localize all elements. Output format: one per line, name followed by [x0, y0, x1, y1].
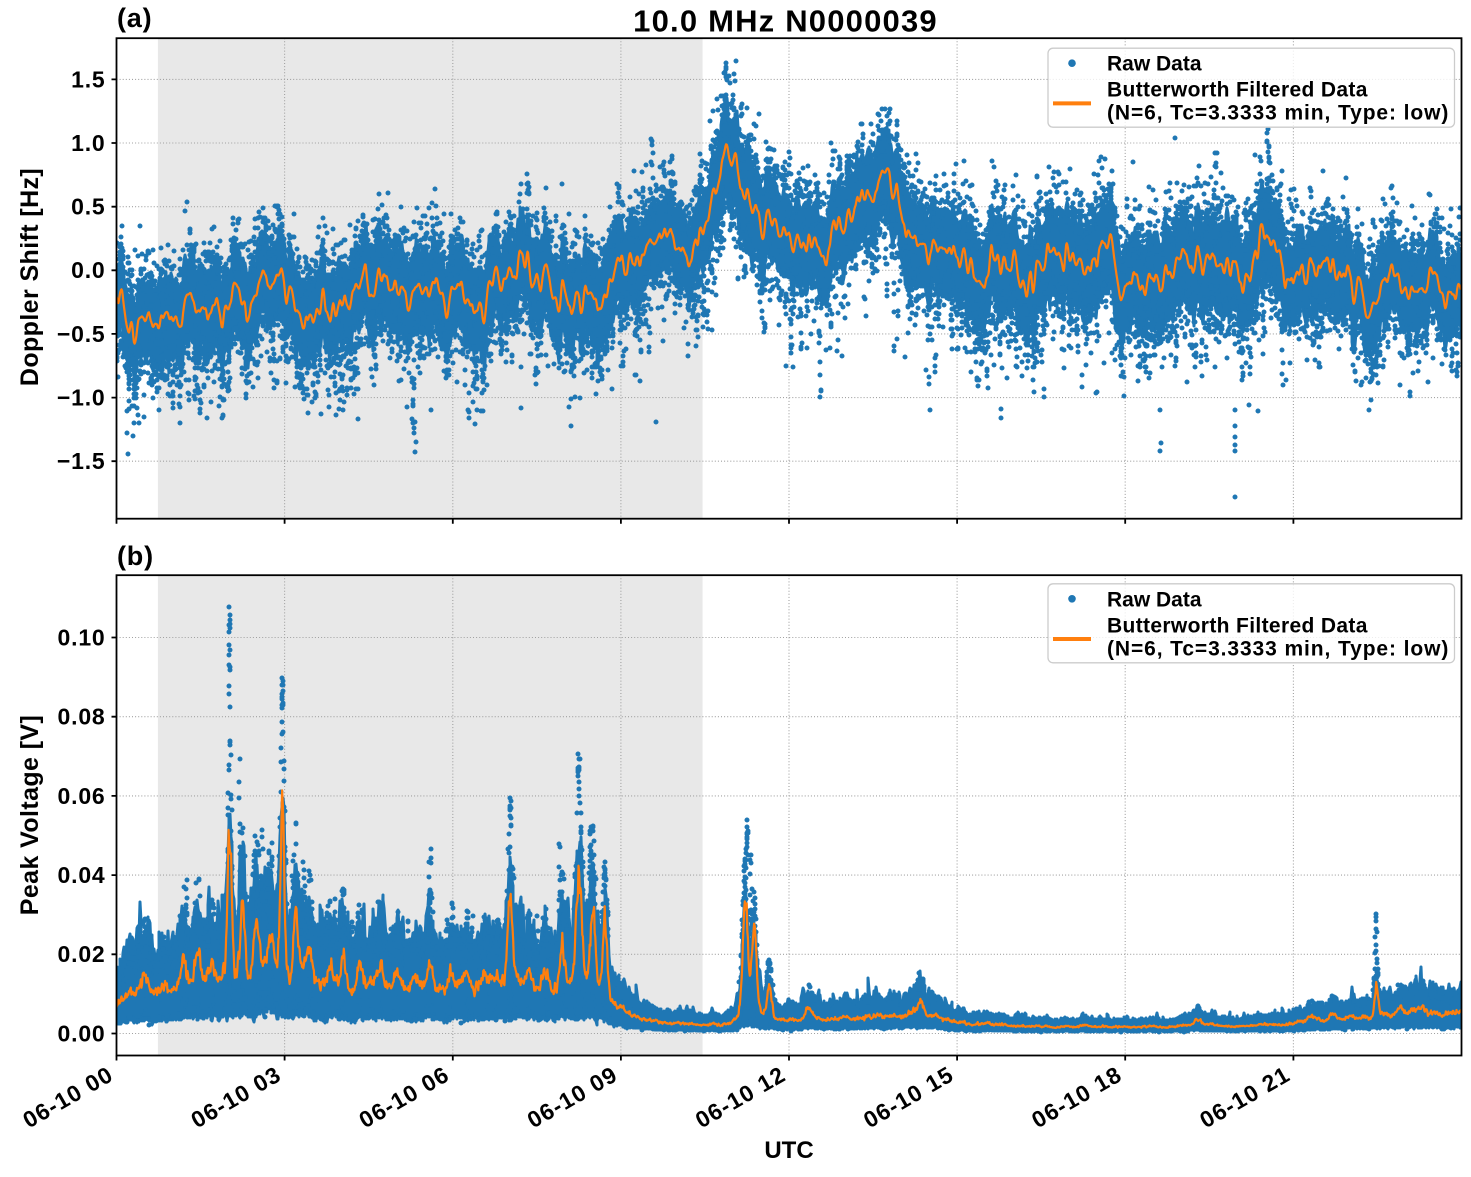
svg-text:Butterworth Filtered Data: Butterworth Filtered Data — [1107, 614, 1368, 637]
svg-text:−0.5: −0.5 — [57, 321, 106, 347]
svg-text:−1.0: −1.0 — [57, 385, 106, 411]
svg-text:0.00: 0.00 — [58, 1020, 106, 1046]
svg-text:(a): (a) — [117, 3, 152, 33]
svg-text:0.04: 0.04 — [58, 862, 106, 888]
svg-text:Raw Data: Raw Data — [1107, 588, 1202, 611]
svg-text:0.0: 0.0 — [71, 257, 105, 283]
svg-text:Raw Data: Raw Data — [1107, 53, 1202, 76]
svg-text:0.08: 0.08 — [58, 704, 106, 730]
svg-text:(N=6, Tc=3.3333 min, Type: low: (N=6, Tc=3.3333 min, Type: low) — [1107, 637, 1449, 660]
svg-text:Doppler Shift [Hz]: Doppler Shift [Hz] — [16, 168, 44, 386]
svg-text:0.06: 0.06 — [58, 783, 106, 809]
svg-text:Peak Voltage [V]: Peak Voltage [V] — [16, 715, 44, 915]
svg-text:0.10: 0.10 — [58, 624, 106, 650]
svg-text:0.02: 0.02 — [58, 941, 106, 967]
svg-text:0.5: 0.5 — [71, 194, 105, 220]
svg-text:1.5: 1.5 — [71, 66, 105, 92]
svg-text:10.0 MHz N0000039: 10.0 MHz N0000039 — [633, 4, 938, 39]
svg-text:UTC: UTC — [764, 1137, 813, 1164]
svg-text:(N=6, Tc=3.3333 min, Type: low: (N=6, Tc=3.3333 min, Type: low) — [1107, 102, 1449, 125]
svg-text:Butterworth Filtered Data: Butterworth Filtered Data — [1107, 79, 1368, 102]
svg-text:(b): (b) — [117, 541, 154, 571]
svg-text:1.0: 1.0 — [71, 130, 105, 156]
svg-text:−1.5: −1.5 — [57, 448, 106, 474]
